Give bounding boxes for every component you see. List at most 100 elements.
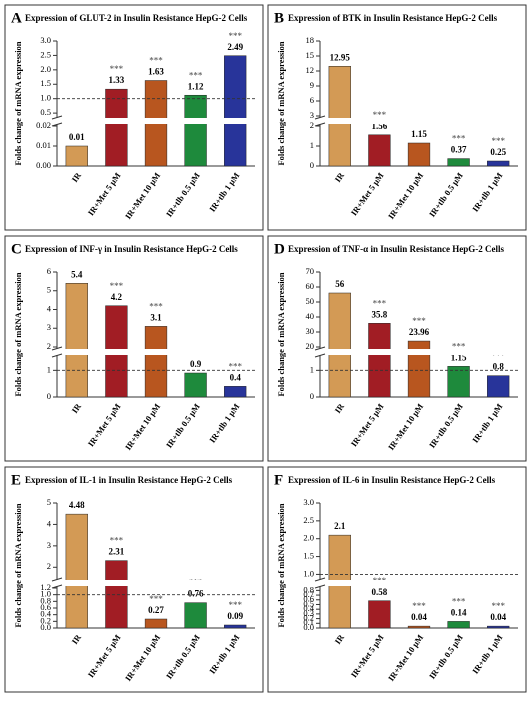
y-tick-label: 0.5 bbox=[40, 107, 51, 117]
axis-break bbox=[54, 580, 255, 586]
x-tick-label: IR+tlb 0.5 μM bbox=[427, 633, 465, 681]
panel-frame bbox=[267, 235, 527, 462]
y-tick-label: 0 bbox=[310, 391, 314, 401]
x-tick-label: IR+tlb 1 μM bbox=[207, 402, 241, 445]
y-tick-label: 15 bbox=[306, 50, 315, 60]
break-mark bbox=[314, 577, 326, 582]
data-label: 0.14 bbox=[451, 607, 467, 617]
data-label: 0.04 bbox=[411, 612, 427, 622]
y-tick-label: 2 bbox=[310, 120, 314, 130]
data-label: 0.09 bbox=[227, 611, 243, 621]
panel-label: B bbox=[274, 10, 284, 26]
x-tick-label: IR+Met 5 μM bbox=[86, 633, 123, 680]
break-mark bbox=[314, 346, 326, 351]
break-mark bbox=[314, 584, 326, 589]
y-tick-label: 0.01 bbox=[36, 140, 51, 150]
y-tick-label: 0.1 bbox=[303, 617, 314, 627]
x-tick-label: IR+Met 10 μM bbox=[386, 402, 425, 452]
bar bbox=[65, 145, 88, 167]
y-tick-label: 0.6 bbox=[40, 602, 51, 612]
bar bbox=[407, 625, 431, 629]
x-tick-label: IR+Met 10 μM bbox=[123, 171, 162, 221]
break-mark bbox=[51, 115, 63, 120]
bar bbox=[105, 88, 128, 167]
significance: *** bbox=[228, 361, 242, 371]
y-tick-label: 1 bbox=[310, 364, 314, 374]
x-tick-label: IR+tlb 0.5 μM bbox=[427, 402, 465, 450]
significance: *** bbox=[149, 56, 163, 66]
panel-frame bbox=[4, 466, 264, 693]
data-label: 1.15 bbox=[411, 129, 427, 139]
y-tick-label: 1.5 bbox=[40, 78, 51, 88]
x-tick-label: IR+Met 10 μM bbox=[386, 171, 425, 221]
break-mark bbox=[51, 353, 63, 358]
break-mark bbox=[314, 115, 326, 120]
data-label: 56 bbox=[335, 279, 345, 289]
significance: *** bbox=[491, 351, 505, 361]
bar bbox=[487, 375, 510, 398]
y-tick-label: 0.6 bbox=[303, 594, 314, 604]
y-tick-label: 20 bbox=[306, 341, 315, 351]
y-tick-label: 1.2 bbox=[40, 582, 51, 592]
x-tick-label: IR bbox=[69, 632, 83, 646]
bar bbox=[487, 160, 510, 167]
panel-title: Expression of INF-γ in Insulin Resistanc… bbox=[25, 244, 238, 254]
y-tick-label: 4 bbox=[47, 303, 52, 313]
significance: *** bbox=[149, 301, 163, 311]
axis-break bbox=[317, 118, 518, 124]
y-axis-label: Folds change of mRNA expression bbox=[276, 272, 286, 396]
panel-frame bbox=[267, 4, 527, 231]
panel-label: C bbox=[11, 241, 22, 257]
break-mark bbox=[314, 353, 326, 358]
data-label: 2.1 bbox=[334, 521, 346, 531]
y-tick-label: 0.8 bbox=[40, 595, 51, 605]
significance: *** bbox=[452, 596, 466, 606]
data-label: 23.96 bbox=[409, 327, 430, 337]
bar bbox=[184, 94, 207, 167]
bar bbox=[224, 624, 247, 629]
bar bbox=[368, 323, 391, 398]
bar bbox=[368, 600, 391, 629]
significance: *** bbox=[412, 316, 426, 326]
y-tick-label: 3.0 bbox=[303, 497, 314, 507]
y-tick-label: 0.0 bbox=[303, 622, 314, 632]
y-tick-label: 30 bbox=[306, 326, 315, 336]
bar bbox=[447, 366, 470, 398]
panel-frame bbox=[4, 235, 264, 462]
x-tick-label: IR+Met 5 μM bbox=[349, 633, 386, 680]
significance: *** bbox=[149, 594, 163, 604]
bar bbox=[65, 513, 88, 629]
x-tick-label: IR bbox=[69, 401, 83, 415]
data-label: 0.27 bbox=[148, 605, 164, 615]
significance: *** bbox=[189, 70, 203, 80]
y-tick-label: 3 bbox=[310, 110, 314, 120]
x-tick-label: IR bbox=[69, 170, 83, 184]
y-tick-label: 0 bbox=[47, 391, 51, 401]
y-axis-label: Folds change of mRNA expression bbox=[13, 272, 23, 396]
y-tick-label: 3 bbox=[47, 540, 51, 550]
data-label: 0.58 bbox=[372, 587, 388, 597]
significance: *** bbox=[110, 536, 124, 546]
x-tick-label: IR+tlb 1 μM bbox=[207, 633, 241, 676]
y-tick-label: 1.5 bbox=[303, 551, 314, 561]
y-tick-label: 2.5 bbox=[40, 49, 51, 59]
y-tick-label: 0.7 bbox=[303, 589, 314, 599]
y-tick-label: 1.0 bbox=[303, 568, 314, 578]
x-tick-label: IR+Met 5 μM bbox=[349, 171, 386, 218]
y-tick-label: 0.8 bbox=[303, 584, 314, 594]
x-tick-label: IR+Met 10 μM bbox=[386, 633, 425, 683]
significance: *** bbox=[412, 601, 426, 611]
y-tick-label: 2 bbox=[47, 341, 51, 351]
data-label: 0.4 bbox=[230, 372, 242, 382]
significance: *** bbox=[110, 64, 124, 74]
y-tick-label: 0.4 bbox=[303, 603, 314, 613]
axis-break bbox=[54, 349, 255, 355]
bar bbox=[328, 292, 351, 398]
y-axis-label: Folds change of mRNA expression bbox=[276, 41, 286, 165]
significance: *** bbox=[452, 134, 466, 144]
x-tick-label: IR+tlb 1 μM bbox=[470, 171, 504, 214]
panel-label: E bbox=[11, 472, 21, 488]
y-tick-label: 12 bbox=[306, 65, 315, 75]
data-label: 0.37 bbox=[451, 145, 467, 155]
